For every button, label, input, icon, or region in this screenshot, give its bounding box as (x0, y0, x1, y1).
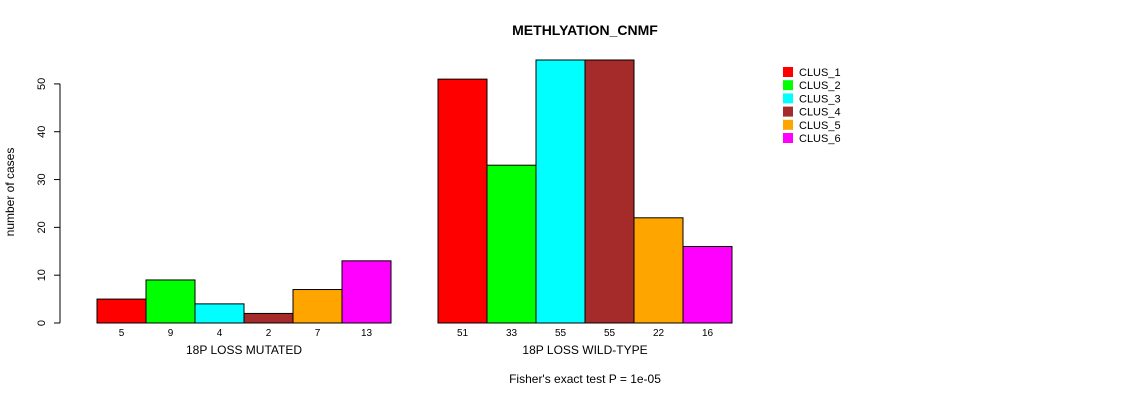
bar-value-label: 22 (653, 328, 665, 339)
legend-swatch (783, 67, 793, 77)
bar-clus-2-group-1 (145, 279, 196, 324)
chart-title: METHLYATION_CNMF (512, 22, 658, 38)
legend-swatch (783, 106, 793, 117)
bar-clus-5-group-2 (633, 217, 684, 324)
bar-value-label: 51 (457, 328, 469, 339)
legend-swatch (783, 133, 793, 143)
y-tick-label: 0 (36, 320, 48, 326)
bar-clus-5-group-1 (292, 289, 343, 324)
y-tick-label: 20 (36, 221, 48, 233)
bar-value-label: 13 (361, 328, 373, 339)
bar-clus-2-group-2 (486, 164, 537, 324)
y-axis-label: number of cases (3, 148, 17, 237)
bar-value-label: 55 (555, 328, 567, 339)
legend-label: CLUS_1 (799, 67, 841, 79)
bars: 5 9 4 2 7 13 51 33 55 55 22 16 (96, 59, 733, 339)
legend-swatch (783, 93, 793, 104)
y-tick-label: 30 (36, 173, 48, 185)
group-labels: 18P LOSS MUTATED 18P LOSS WILD-TYPE (186, 343, 648, 357)
bar-value-label: 33 (506, 328, 518, 339)
legend-label: CLUS_6 (799, 133, 841, 145)
group-label: 18P LOSS WILD-TYPE (522, 343, 647, 357)
bar-value-label: 9 (168, 328, 174, 339)
bar-clus-6-group-1 (341, 260, 392, 324)
bar-clus-1-group-1 (96, 298, 147, 324)
legend-label: CLUS_4 (799, 107, 841, 119)
bar-value-label: 5 (119, 328, 125, 339)
legend-label: CLUS_2 (799, 80, 841, 92)
bar-clus-1-group-2 (437, 78, 488, 324)
y-tick-label: 40 (36, 126, 48, 138)
bar-value-label: 7 (315, 328, 321, 339)
y-axis: 0 10 20 30 40 50 (36, 78, 61, 326)
group-label: 18P LOSS MUTATED (186, 343, 302, 357)
bar-clus-6-group-2 (682, 245, 733, 324)
bar-value-label: 55 (604, 328, 616, 339)
legend-swatch (783, 80, 793, 91)
bar-clus-4-group-2 (584, 59, 635, 324)
legend-label: CLUS_5 (799, 120, 841, 132)
bar-value-label: 16 (702, 328, 714, 339)
y-tick-label: 10 (36, 269, 48, 281)
bar-value-label: 2 (266, 328, 272, 339)
bar-clus-3-group-2 (535, 59, 586, 324)
legend-swatch (783, 119, 793, 130)
bar-value-label: 4 (217, 328, 223, 339)
fisher-test-note: Fisher's exact test P = 1e-05 (509, 372, 661, 386)
bar-clus-3-group-1 (194, 303, 245, 324)
bar-clus-4-group-1 (243, 312, 294, 324)
legend-label: CLUS_3 (799, 93, 841, 105)
y-tick-label: 50 (36, 78, 48, 90)
